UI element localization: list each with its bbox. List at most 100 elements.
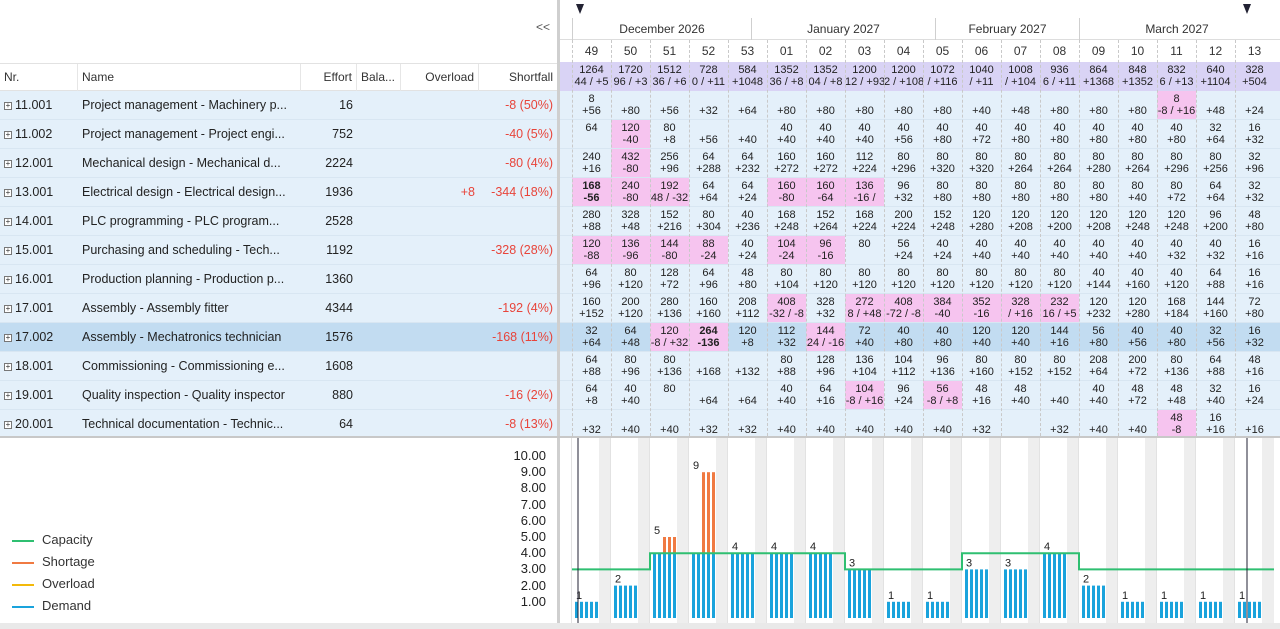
week-cell[interactable]: 104 -24 bbox=[767, 236, 806, 264]
week-cell[interactable]: 144 +16 bbox=[1050, 325, 1069, 349]
week-cell[interactable]: 40 +40 bbox=[1050, 238, 1069, 262]
week-cell[interactable]: ​+168 bbox=[696, 366, 721, 378]
week-cell[interactable]: ​+32 bbox=[972, 424, 991, 436]
week-cell[interactable]: 64 +64 bbox=[699, 180, 718, 204]
week-cell[interactable]: 160 +160 bbox=[696, 296, 721, 320]
expand-icon[interactable]: + bbox=[4, 275, 12, 284]
week-cell[interactable]: ​+40 bbox=[972, 105, 991, 117]
week-cell[interactable]: 256 +96 bbox=[660, 151, 679, 175]
week-cell[interactable]: 64 +96 bbox=[582, 267, 601, 291]
week-cell[interactable]: 200 +72 bbox=[1128, 354, 1147, 378]
week-cell[interactable]: ​+32 bbox=[582, 424, 601, 436]
week-cell[interactable]: ​ bbox=[1001, 410, 1040, 436]
week-cell[interactable]: 40 +160 bbox=[1125, 267, 1150, 291]
week-cell[interactable]: 40 +40 bbox=[855, 122, 874, 146]
week-cell[interactable]: 48 +48 bbox=[1167, 383, 1186, 407]
week-cell[interactable]: 120 +248 bbox=[1164, 209, 1189, 233]
week-cell[interactable]: 232 16 / +5 bbox=[1040, 294, 1079, 322]
week-cell[interactable]: 160 +152 bbox=[579, 296, 604, 320]
resource-row[interactable]: +12.001 Mechanical design - Mechanical d.… bbox=[0, 149, 557, 178]
week-cell[interactable]: 168 +184 bbox=[1164, 296, 1189, 320]
expand-icon[interactable]: + bbox=[4, 333, 12, 342]
week-cell[interactable]: ​+64 bbox=[738, 395, 757, 407]
week-cell[interactable]: ​+80 bbox=[777, 105, 796, 117]
week-cell[interactable]: 80 +120 bbox=[1047, 267, 1072, 291]
week-cell[interactable]: 152 +248 bbox=[930, 209, 955, 233]
week-cell[interactable]: 240 -80 bbox=[611, 178, 650, 206]
expand-icon[interactable]: + bbox=[4, 130, 12, 139]
week-cell[interactable]: 40 +80 bbox=[933, 122, 952, 146]
range-end-marker[interactable] bbox=[1243, 4, 1251, 14]
expand-icon[interactable]: + bbox=[4, 246, 12, 255]
week-cell[interactable]: ​+48 bbox=[1206, 105, 1225, 117]
week-cell[interactable]: 64 +64 bbox=[1206, 180, 1225, 204]
week-cell[interactable]: 144 -80 bbox=[650, 236, 689, 264]
week-cell[interactable]: 80 +152 bbox=[1047, 354, 1072, 378]
week-cell[interactable]: ​+64 bbox=[738, 105, 757, 117]
week-cell[interactable]: 64 +24 bbox=[738, 180, 757, 204]
week-cell[interactable]: 80 +120 bbox=[930, 267, 955, 291]
week-cell[interactable]: 80 +96 bbox=[621, 354, 640, 378]
week-cell[interactable]: ​+40 bbox=[894, 424, 913, 436]
column-header-nr[interactable]: Nr. bbox=[0, 64, 78, 91]
week-cell[interactable]: 120 -40 bbox=[611, 120, 650, 148]
week-cell[interactable]: 32 +56 bbox=[1206, 325, 1225, 349]
week-cell[interactable]: 40 +40 bbox=[777, 122, 796, 146]
week-cell[interactable]: ​+24 bbox=[1245, 105, 1264, 117]
week-cell[interactable]: 32 +64 bbox=[582, 325, 601, 349]
week-cell[interactable]: ​+80 bbox=[1128, 105, 1147, 117]
week-cell[interactable]: 160 +272 bbox=[813, 151, 838, 175]
week-cell[interactable]: 40 +56 bbox=[1128, 325, 1147, 349]
week-cell[interactable]: ​+40 bbox=[738, 134, 757, 146]
week-cell[interactable]: 48 +80 bbox=[1245, 209, 1264, 233]
week-cell[interactable]: 72 +40 bbox=[855, 325, 874, 349]
week-cell[interactable]: 208 +112 bbox=[735, 296, 760, 320]
week-cell[interactable]: 80 +120 bbox=[969, 267, 994, 291]
week-cell[interactable]: 56 -8 / +8 bbox=[923, 381, 962, 409]
week-cell[interactable]: 96 +32 bbox=[894, 180, 913, 204]
week-cell[interactable]: ​+80 bbox=[1050, 105, 1069, 117]
week-cell[interactable]: 48 +16 bbox=[1245, 354, 1264, 378]
resource-row[interactable]: +11.001 Project management - Machinery p.… bbox=[0, 91, 557, 120]
week-cell[interactable]: 16 +16 bbox=[1206, 412, 1225, 436]
week-cell[interactable]: 40 +40 bbox=[816, 122, 835, 146]
week-cell[interactable]: ​+48 bbox=[1011, 105, 1030, 117]
week-cell[interactable]: 352 -16 bbox=[962, 294, 1001, 322]
week-cell[interactable]: 136 -96 bbox=[611, 236, 650, 264]
week-cell[interactable]: 96 +200 bbox=[1203, 209, 1228, 233]
column-header-effort[interactable]: Effort bbox=[301, 64, 357, 91]
week-cell[interactable]: 32 +40 bbox=[1206, 383, 1225, 407]
week-cell[interactable]: 120 +40 bbox=[1011, 325, 1030, 349]
week-cell[interactable]: 168 -56 bbox=[572, 178, 611, 206]
week-cell[interactable]: 80 +88 bbox=[777, 354, 796, 378]
week-cell[interactable]: ​+56 bbox=[660, 105, 679, 117]
week-cell[interactable]: 208 +64 bbox=[1089, 354, 1108, 378]
week-cell[interactable]: 80 +160 bbox=[969, 354, 994, 378]
week-cell[interactable]: 80 +136 bbox=[1164, 354, 1189, 378]
week-cell[interactable]: 40 +24 bbox=[933, 238, 952, 262]
week-cell[interactable]: 64 +288 bbox=[696, 151, 721, 175]
week-cell[interactable]: 200 +120 bbox=[618, 296, 643, 320]
week-cell[interactable]: 8 -8 / +16 bbox=[1157, 91, 1196, 119]
week-cell[interactable]: ​+80 bbox=[894, 105, 913, 117]
week-cell[interactable]: ​+40 bbox=[1050, 395, 1069, 407]
expand-icon[interactable]: + bbox=[4, 217, 12, 226]
week-cell[interactable]: 64 +48 bbox=[621, 325, 640, 349]
week-cell[interactable]: 80 +8 bbox=[663, 122, 676, 146]
week-cell[interactable]: 80 +120 bbox=[1008, 267, 1033, 291]
week-cell[interactable]: 80 +120 bbox=[813, 267, 838, 291]
week-cell[interactable]: 120 +208 bbox=[1086, 209, 1111, 233]
week-cell[interactable]: 80 +320 bbox=[930, 151, 955, 175]
week-cell[interactable]: ​+40 bbox=[1128, 424, 1147, 436]
week-cell[interactable]: 40 +80 bbox=[894, 325, 913, 349]
week-cell[interactable]: 40 +80 bbox=[1011, 122, 1030, 146]
expand-icon[interactable]: + bbox=[4, 362, 12, 371]
week-cell[interactable]: 40 +80 bbox=[1050, 122, 1069, 146]
week-cell[interactable]: 80 +40 bbox=[1128, 180, 1147, 204]
week-cell[interactable]: 80 +72 bbox=[1167, 180, 1186, 204]
week-cell[interactable]: 80 +320 bbox=[969, 151, 994, 175]
week-cell[interactable]: 64 +88 bbox=[1206, 354, 1225, 378]
week-cell[interactable]: ​+16 bbox=[1245, 424, 1264, 436]
week-cell[interactable]: 72 +80 bbox=[1245, 296, 1264, 320]
week-cell[interactable]: 80 +80 bbox=[972, 180, 991, 204]
